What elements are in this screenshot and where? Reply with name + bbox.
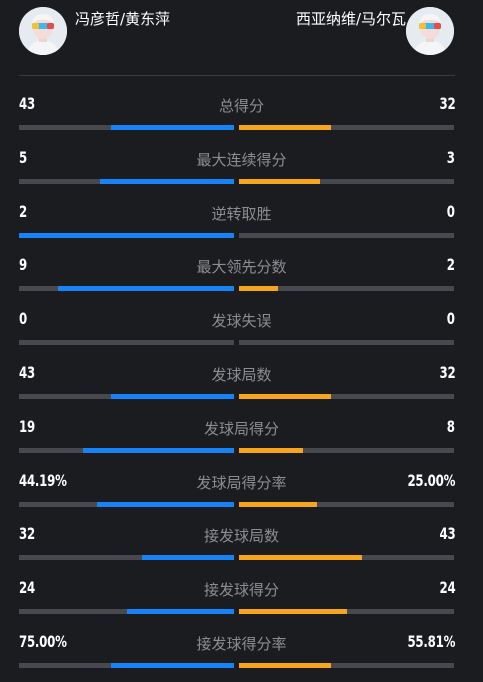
stat-row: 43 发球局数 32 [0,359,483,413]
right-stat-bar-track [239,125,454,130]
left-stat-bar-track [19,447,234,453]
stat-label: 逆转取胜 [211,204,272,223]
stat-row: 24 接发球得分 24 [0,574,483,628]
right-stat-bar-fill [239,286,279,292]
stat-label: 发球局得分率 [196,473,287,492]
right-stat-value: 32 [439,362,455,382]
left-stat-bar-fill [82,447,234,453]
right-stat-bar-track [239,286,454,292]
right-stat-bar-fill [239,393,331,399]
stat-row: 75.00% 接发球得分率 55.81% [0,628,483,682]
stat-row: 44.19% 发球局得分率 25.00% [0,467,483,521]
right-stat-bar-fill [239,662,331,668]
right-stat-bar-track [239,555,454,561]
stat-label: 最大连续得分 [196,150,287,169]
stat-row: 9 最大领先分数 2 [0,251,483,305]
stat-label: 最大领先分数 [196,258,287,277]
left-stat-bar-track [19,555,234,561]
left-stat-bar-fill [110,125,234,130]
stat-row: 0 发球失误 0 [0,305,483,359]
left-stat-bar-fill [110,393,234,399]
left-team-name[interactable]: 冯彦哲/黄东萍 [75,10,171,28]
stat-row: 2 逆转取胜 0 [0,198,483,252]
stat-label: 发球局得分 [203,419,279,438]
left-stat-bar-track [19,393,234,399]
player-avatar-icon [19,7,67,55]
right-stat-value: 0 [447,309,455,329]
stats-list: 43 总得分 32 5 最大连续得分 3 2 逆转取胜 0 9 最大领先分数 2 0 发球失误 0 43 发球局… [0,90,483,682]
left-stat-bar-fill [110,662,234,668]
left-stat-value: 24 [19,578,35,598]
left-stat-value: 2 [19,201,27,221]
left-stat-value: 75.00% [19,631,67,651]
right-stat-bar-track [239,662,454,668]
left-stat-bar-track [19,125,234,130]
right-stat-bar-track [239,609,454,615]
right-stat-bar-fill [239,447,303,453]
stat-row: 5 最大连续得分 3 [0,144,483,198]
right-stat-bar-fill [239,125,331,130]
right-stat-bar-fill [239,609,347,615]
match-header: 冯彦哲/黄东萍 西亚纳维/马尔瓦 [0,0,483,76]
left-stat-value: 32 [19,524,35,544]
left-stat-value: 0 [19,309,27,329]
stat-label: 总得分 [218,97,264,115]
right-stat-value: 43 [439,524,455,544]
left-stat-bar-fill [126,609,234,615]
right-stat-bar-fill [239,501,317,507]
right-stat-bar-fill [239,178,320,184]
left-stat-bar-track [19,662,234,668]
right-stat-value: 24 [439,578,455,598]
left-stat-bar-track [19,178,234,184]
left-stat-bar-track [19,340,234,346]
right-stat-bar-track [239,501,454,507]
left-stat-bar-fill [96,501,234,507]
right-stat-value: 3 [447,147,455,167]
stat-row: 32 接发球局数 43 [0,520,483,574]
left-stat-value: 43 [19,94,35,113]
left-stat-value: 5 [19,147,27,167]
left-stat-value: 44.19% [19,470,67,490]
stat-row: 19 发球局得分 8 [0,413,483,467]
left-stat-value: 19 [19,416,35,436]
stat-row: 43 总得分 32 [0,90,483,144]
left-stat-value: 9 [19,255,27,275]
header-divider [19,75,455,76]
right-stat-value: 0 [447,201,455,221]
right-stat-bar-track [239,232,454,238]
right-stat-bar-track [239,340,454,346]
right-stat-value: 55.81% [407,631,455,651]
left-stat-bar-fill [99,178,234,184]
stat-label: 接发球得分率 [196,634,287,653]
left-stat-bar-fill [58,286,234,292]
stat-label: 发球失误 [211,312,272,331]
right-stat-bar-track [239,447,454,453]
left-stat-bar-fill [142,555,234,561]
left-stat-value: 43 [19,362,35,382]
right-stat-bar-fill [239,555,363,561]
stat-label: 发球局数 [211,365,272,384]
right-stat-bar-track [239,178,454,184]
left-team-avatar[interactable] [19,7,67,55]
left-stat-bar-track [19,609,234,615]
stat-label: 接发球局数 [203,527,279,546]
left-stat-bar-fill [19,232,234,238]
right-stat-value: 2 [447,255,455,275]
right-team-name[interactable]: 西亚纳维/马尔瓦 [295,10,406,28]
left-stat-bar-track [19,501,234,507]
right-stat-value: 25.00% [407,470,455,490]
left-stat-bar-track [19,286,234,292]
right-stat-value: 32 [439,94,455,113]
left-stat-bar-track [19,232,234,238]
right-stat-bar-track [239,393,454,399]
right-team-avatar[interactable] [406,7,454,55]
right-stat-value: 8 [447,416,455,436]
player-avatar-icon [406,7,454,55]
stat-label: 接发球得分 [203,581,279,600]
